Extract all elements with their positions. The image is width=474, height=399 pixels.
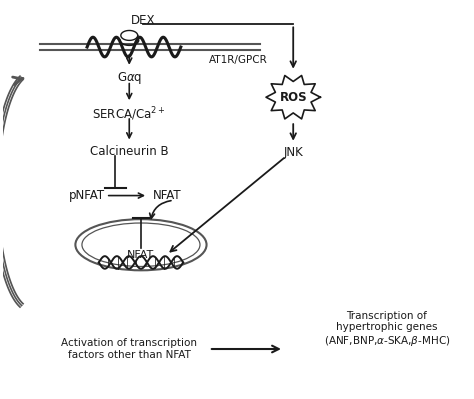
- Text: AT1R/GPCR: AT1R/GPCR: [209, 55, 268, 65]
- Text: Calcineurin B: Calcineurin B: [90, 145, 169, 158]
- Text: G$\alpha$q: G$\alpha$q: [117, 71, 142, 87]
- Text: ROS: ROS: [279, 91, 307, 104]
- Text: DEX: DEX: [131, 14, 155, 27]
- Text: Activation of transcription
factors other than NFAT: Activation of transcription factors othe…: [61, 338, 197, 360]
- Text: SERCA/Ca$^{2+}$: SERCA/Ca$^{2+}$: [92, 106, 166, 123]
- Text: pNFAT: pNFAT: [69, 189, 105, 202]
- Ellipse shape: [75, 219, 207, 270]
- Text: JNK: JNK: [283, 146, 303, 159]
- Polygon shape: [266, 75, 320, 119]
- Text: Transcription of
hypertrophic genes
(ANF,BNP,$\alpha$-SKA,$\beta$-MHC): Transcription of hypertrophic genes (ANF…: [324, 310, 450, 348]
- Text: NFAT: NFAT: [128, 250, 155, 260]
- Text: NFAT: NFAT: [153, 189, 181, 202]
